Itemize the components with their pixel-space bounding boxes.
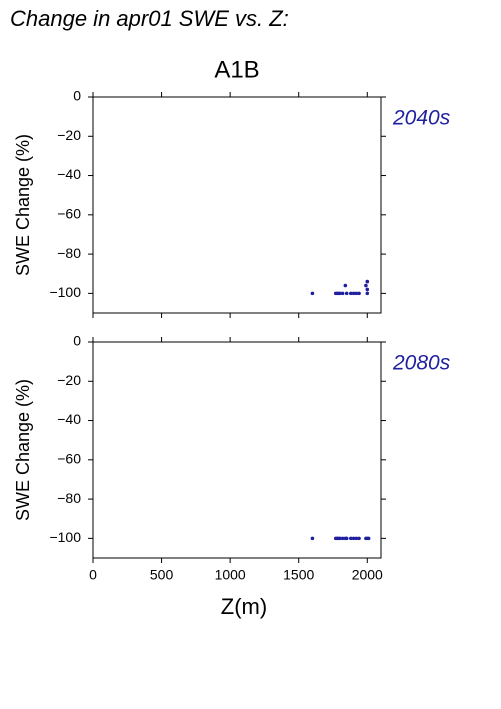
point: [357, 536, 361, 541]
x-axis-label: Z(m): [221, 594, 267, 619]
point: [365, 287, 370, 292]
point: [343, 283, 348, 288]
plot-frame: [92, 341, 382, 559]
y-axis-label: SWE Change (%): [13, 379, 33, 521]
y-tick-label: −60: [57, 206, 81, 222]
panel-label: 2080s: [392, 352, 451, 375]
y-tick-label: −80: [57, 490, 81, 506]
point: [310, 291, 315, 296]
point: [354, 291, 359, 296]
y-axis-label: SWE Change (%): [13, 134, 33, 276]
point: [351, 291, 356, 296]
y-tick-label: 0: [73, 88, 81, 104]
point: [364, 283, 368, 288]
point: [349, 291, 353, 296]
y-tick-label: −20: [57, 127, 81, 143]
y-tick-label: 0: [73, 333, 81, 349]
scenario-title: A1B: [214, 56, 259, 83]
y-tick-label: −40: [57, 411, 81, 427]
x-tick-label: 1000: [215, 567, 246, 583]
y-tick-label: −100: [49, 284, 81, 300]
y-tick-label: −20: [57, 372, 81, 388]
point: [365, 279, 370, 284]
y-tick-label: −80: [57, 245, 81, 261]
point: [366, 536, 371, 541]
y-tick-label: −60: [57, 451, 81, 467]
panel-label: 2040s: [392, 107, 451, 130]
point: [340, 536, 345, 541]
point: [310, 536, 315, 541]
y-tick-label: −40: [57, 166, 81, 182]
x-tick-label: 2000: [352, 567, 383, 583]
point: [344, 291, 349, 296]
plot-frame: [92, 96, 382, 314]
point: [365, 291, 370, 296]
point: [349, 536, 353, 541]
x-tick-label: 1500: [283, 567, 314, 583]
figure-title: Change in apr01 SWE vs. Z:: [10, 6, 289, 31]
point: [351, 536, 356, 541]
y-tick-label: −100: [49, 529, 81, 545]
point: [344, 536, 349, 541]
x-tick-label: 500: [150, 567, 174, 583]
point: [354, 536, 359, 541]
point: [338, 291, 342, 296]
point: [338, 536, 342, 541]
point: [357, 291, 361, 296]
x-tick-label: 0: [89, 567, 97, 583]
point: [340, 291, 345, 296]
